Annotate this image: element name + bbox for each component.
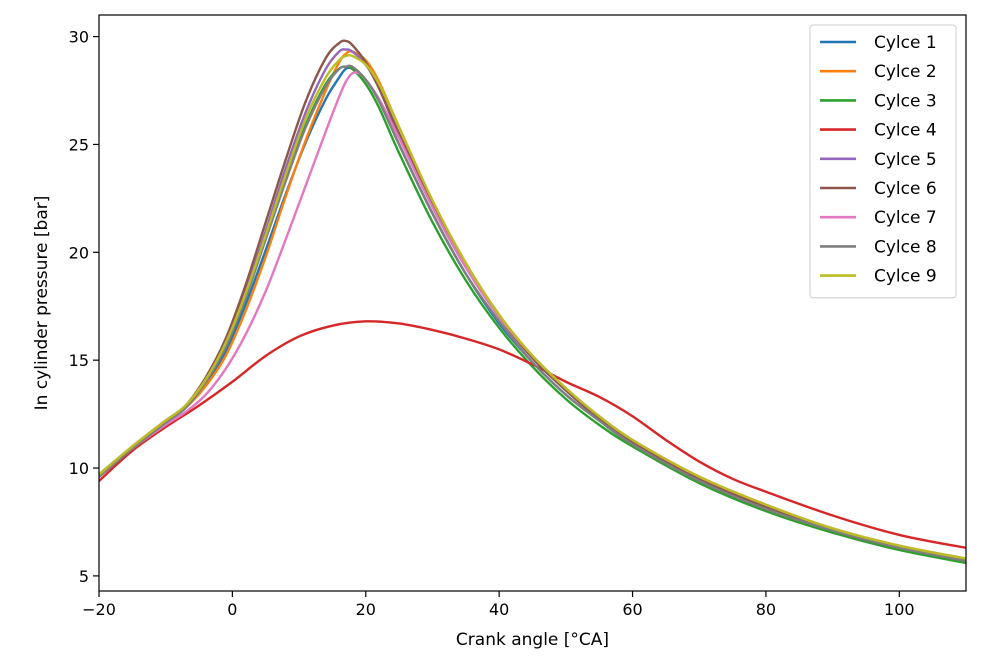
series-layer: [99, 39, 966, 565]
legend-label: Cylce 2: [874, 62, 937, 82]
y-tick-label: 5: [79, 567, 89, 586]
y-tick-label: 20: [69, 243, 89, 262]
x-tick-label: 100: [884, 600, 915, 619]
plot-frame: [98, 14, 967, 592]
series-line-cycle-9: [99, 53, 966, 560]
y-tick-label: 30: [69, 28, 89, 47]
legend-label: Cylce 4: [874, 121, 937, 141]
y-axis: 5 10 15 20 25 30: [69, 28, 99, 586]
legend-box: [809, 24, 957, 299]
x-axis: −20 0 20 40 60 80 100: [82, 591, 915, 619]
y-tick-label: 15: [69, 351, 89, 370]
legend: Cylce 1 Cylce 2 Cylce 3 Cylce 4 Cylce 5 Cylce…: [809, 24, 957, 299]
x-tick-label: 80: [756, 600, 776, 619]
x-axis-label: Crank angle [°CA]: [456, 630, 609, 650]
x-tick-label: 60: [622, 600, 642, 619]
series-line-cycle-4: [99, 320, 966, 550]
legend-label: Cylce 3: [874, 91, 937, 111]
y-axis-label: In cylinder pressure [bar]: [32, 196, 52, 411]
legend-label: Cylce 9: [874, 267, 937, 287]
y-tick-label: 25: [69, 135, 89, 154]
x-tick-label: −20: [82, 600, 116, 619]
legend-label: Cylce 1: [874, 33, 937, 53]
x-tick-label: 40: [489, 600, 509, 619]
x-tick-label: 0: [227, 600, 237, 619]
x-tick-label: 20: [356, 600, 376, 619]
legend-label: Cylce 7: [874, 208, 937, 228]
series-line-cycle-8: [99, 64, 966, 562]
y-tick-label: 10: [69, 459, 89, 478]
legend-label: Cylce 5: [874, 150, 937, 170]
legend-label: Cylce 6: [874, 179, 937, 199]
legend-label: Cylce 8: [874, 237, 937, 257]
